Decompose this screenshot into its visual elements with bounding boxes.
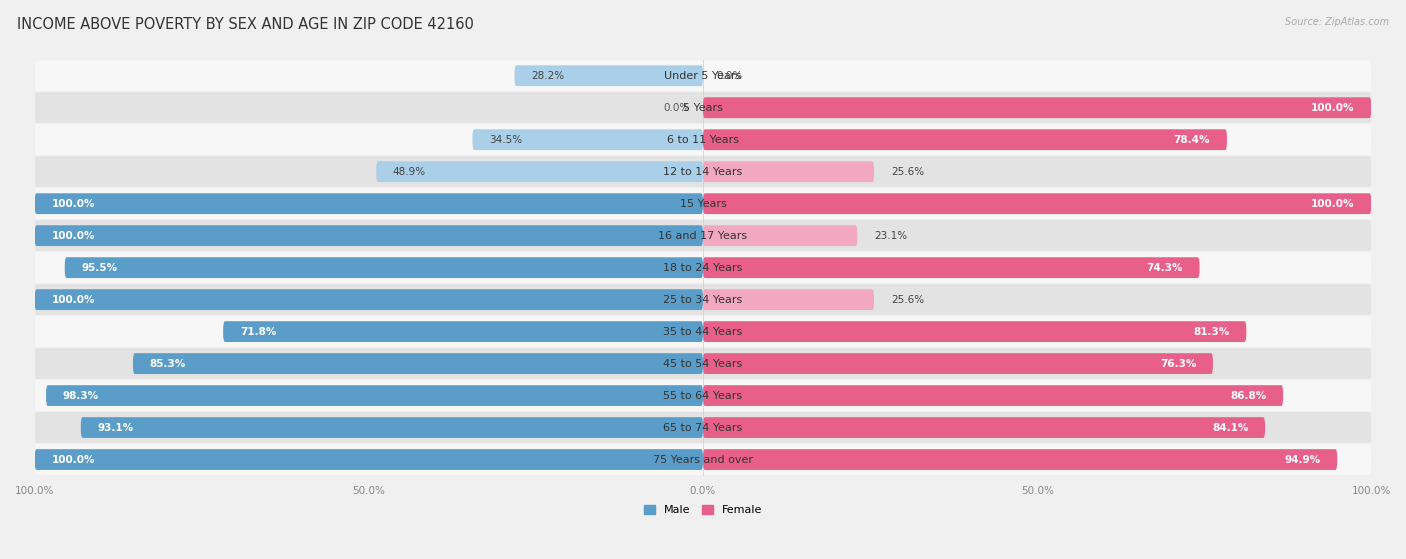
- Text: 100.0%: 100.0%: [52, 231, 94, 240]
- FancyBboxPatch shape: [377, 162, 703, 182]
- FancyBboxPatch shape: [35, 220, 1371, 251]
- FancyBboxPatch shape: [515, 65, 703, 86]
- Text: 45 to 54 Years: 45 to 54 Years: [664, 358, 742, 368]
- Text: 100.0%: 100.0%: [52, 295, 94, 305]
- Text: 16 and 17 Years: 16 and 17 Years: [658, 231, 748, 240]
- FancyBboxPatch shape: [703, 162, 875, 182]
- Text: 65 to 74 Years: 65 to 74 Years: [664, 423, 742, 433]
- FancyBboxPatch shape: [703, 225, 858, 246]
- FancyBboxPatch shape: [35, 157, 1371, 187]
- FancyBboxPatch shape: [703, 353, 1213, 374]
- FancyBboxPatch shape: [35, 316, 1371, 347]
- Text: 34.5%: 34.5%: [489, 135, 522, 145]
- FancyBboxPatch shape: [35, 380, 1371, 411]
- Text: 0.0%: 0.0%: [717, 70, 742, 80]
- FancyBboxPatch shape: [35, 92, 1371, 123]
- FancyBboxPatch shape: [134, 353, 703, 374]
- FancyBboxPatch shape: [703, 385, 1284, 406]
- FancyBboxPatch shape: [472, 129, 703, 150]
- FancyBboxPatch shape: [703, 97, 1371, 118]
- FancyBboxPatch shape: [35, 285, 1371, 315]
- FancyBboxPatch shape: [35, 225, 703, 246]
- Text: 74.3%: 74.3%: [1146, 263, 1182, 273]
- Text: 5 Years: 5 Years: [683, 103, 723, 113]
- Text: 35 to 44 Years: 35 to 44 Years: [664, 326, 742, 337]
- FancyBboxPatch shape: [35, 289, 703, 310]
- FancyBboxPatch shape: [35, 412, 1371, 443]
- FancyBboxPatch shape: [703, 129, 1227, 150]
- Text: Under 5 Years: Under 5 Years: [665, 70, 741, 80]
- Legend: Male, Female: Male, Female: [640, 501, 766, 520]
- FancyBboxPatch shape: [65, 257, 703, 278]
- FancyBboxPatch shape: [224, 321, 703, 342]
- Text: 25.6%: 25.6%: [891, 295, 924, 305]
- Text: 0.0%: 0.0%: [664, 103, 689, 113]
- Text: 86.8%: 86.8%: [1230, 391, 1267, 401]
- FancyBboxPatch shape: [35, 124, 1371, 155]
- Text: 100.0%: 100.0%: [1312, 198, 1354, 209]
- Text: 94.9%: 94.9%: [1285, 454, 1320, 465]
- Text: 25.6%: 25.6%: [891, 167, 924, 177]
- Text: 81.3%: 81.3%: [1194, 326, 1230, 337]
- Text: 55 to 64 Years: 55 to 64 Years: [664, 391, 742, 401]
- Text: 6 to 11 Years: 6 to 11 Years: [666, 135, 740, 145]
- FancyBboxPatch shape: [35, 188, 1371, 219]
- FancyBboxPatch shape: [703, 321, 1246, 342]
- FancyBboxPatch shape: [703, 449, 1337, 470]
- Text: 71.8%: 71.8%: [240, 326, 276, 337]
- Text: 98.3%: 98.3%: [63, 391, 98, 401]
- FancyBboxPatch shape: [35, 193, 703, 214]
- Text: 85.3%: 85.3%: [149, 358, 186, 368]
- Text: 25 to 34 Years: 25 to 34 Years: [664, 295, 742, 305]
- FancyBboxPatch shape: [46, 385, 703, 406]
- Text: 100.0%: 100.0%: [52, 454, 94, 465]
- Text: 84.1%: 84.1%: [1212, 423, 1249, 433]
- Text: 18 to 24 Years: 18 to 24 Years: [664, 263, 742, 273]
- FancyBboxPatch shape: [35, 444, 1371, 475]
- Text: 48.9%: 48.9%: [392, 167, 426, 177]
- Text: 75 Years and over: 75 Years and over: [652, 454, 754, 465]
- Text: 100.0%: 100.0%: [1312, 103, 1354, 113]
- Text: Source: ZipAtlas.com: Source: ZipAtlas.com: [1285, 17, 1389, 27]
- FancyBboxPatch shape: [703, 257, 1199, 278]
- Text: 12 to 14 Years: 12 to 14 Years: [664, 167, 742, 177]
- FancyBboxPatch shape: [703, 193, 1371, 214]
- Text: 76.3%: 76.3%: [1160, 358, 1197, 368]
- Text: 95.5%: 95.5%: [82, 263, 118, 273]
- Text: 23.1%: 23.1%: [875, 231, 907, 240]
- Text: 78.4%: 78.4%: [1174, 135, 1211, 145]
- FancyBboxPatch shape: [80, 417, 703, 438]
- FancyBboxPatch shape: [35, 449, 703, 470]
- FancyBboxPatch shape: [35, 348, 1371, 379]
- Text: 93.1%: 93.1%: [97, 423, 134, 433]
- Text: 28.2%: 28.2%: [531, 70, 564, 80]
- FancyBboxPatch shape: [703, 417, 1265, 438]
- Text: 15 Years: 15 Years: [679, 198, 727, 209]
- FancyBboxPatch shape: [35, 60, 1371, 91]
- FancyBboxPatch shape: [703, 289, 875, 310]
- FancyBboxPatch shape: [35, 252, 1371, 283]
- Text: 100.0%: 100.0%: [52, 198, 94, 209]
- Text: INCOME ABOVE POVERTY BY SEX AND AGE IN ZIP CODE 42160: INCOME ABOVE POVERTY BY SEX AND AGE IN Z…: [17, 17, 474, 32]
